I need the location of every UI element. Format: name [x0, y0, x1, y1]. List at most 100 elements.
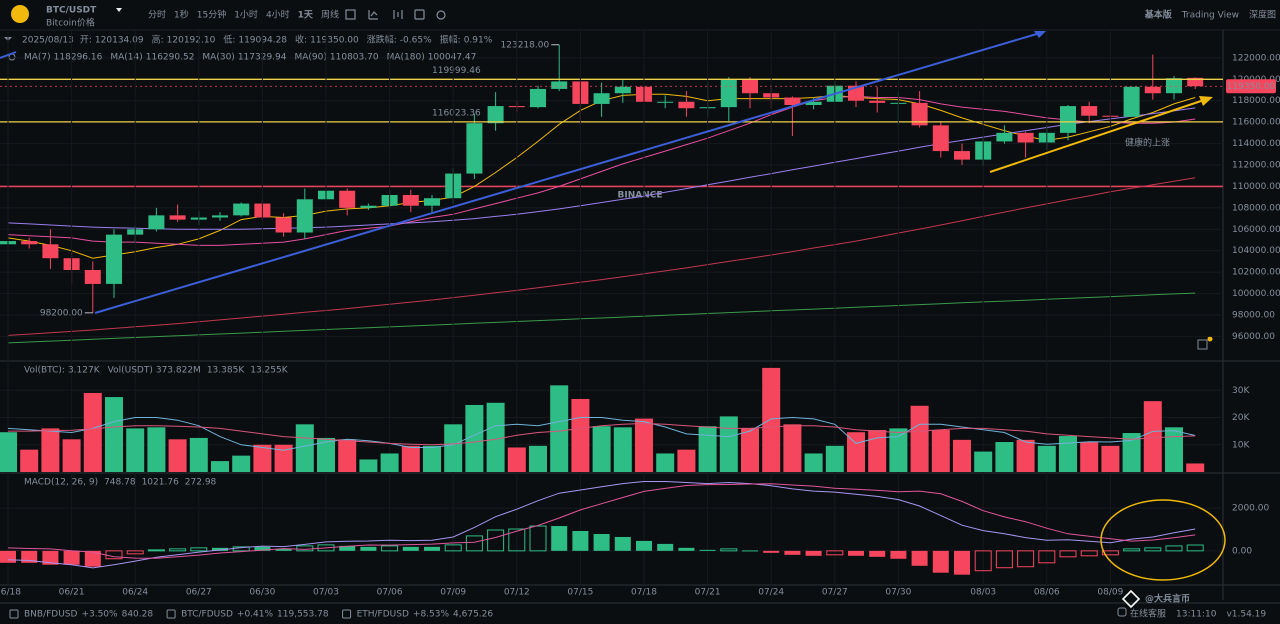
candle-body — [551, 81, 568, 89]
macd-bar — [1059, 550, 1077, 558]
legend-name: MA(180) — [387, 53, 425, 63]
interval-button[interactable]: 周线 — [321, 9, 339, 21]
volume-bar — [126, 428, 145, 472]
candle-body — [996, 132, 1013, 142]
info-value: 120192.10 — [167, 36, 216, 46]
x-tick-label: 07/12 — [504, 588, 530, 598]
legend-value: 373.822M — [156, 366, 201, 376]
macd-bar — [508, 528, 526, 552]
icon-layout[interactable] — [414, 9, 425, 20]
ticker-symbol: BNB/FDUSD — [24, 610, 78, 620]
view-tab[interactable]: Trading View — [1181, 11, 1239, 21]
macd-bar — [551, 526, 568, 551]
macd-bar — [678, 547, 695, 551]
candle-body — [212, 215, 228, 218]
arrow-head — [1034, 31, 1046, 38]
info-label: 低: — [223, 34, 235, 46]
legend-value: 3.127K — [68, 366, 101, 376]
icon-settings[interactable] — [436, 10, 446, 20]
y-tick-label: 100000.00 — [1232, 289, 1280, 299]
macd-bar — [763, 550, 780, 553]
macd-bar — [869, 550, 886, 557]
macd-bar — [487, 529, 505, 552]
macd-bar — [614, 536, 631, 551]
info-value: 119350.00 — [310, 36, 359, 46]
legend-name: MACD(12, 26, 9) — [24, 478, 98, 488]
ticker-symbol: BTC/FDUSD — [181, 610, 233, 620]
candle-body — [1166, 78, 1182, 94]
view-tab[interactable]: 深度图 — [1249, 9, 1276, 21]
icon-camera[interactable] — [1197, 339, 1208, 350]
volume-bar — [274, 444, 293, 472]
legend-value: 748.78 — [104, 478, 136, 488]
volume-bar — [83, 392, 102, 472]
info-value: 120134.09 — [95, 36, 144, 46]
author-watermark: @大兵言币 — [1145, 593, 1190, 605]
x-tick-label: 08/09 — [1097, 588, 1123, 598]
volume-bar — [486, 402, 505, 472]
y-tick-label: 2000.00 — [1232, 504, 1269, 514]
interval-button[interactable]: 分时 — [148, 9, 166, 21]
high-label: 123218.00 — [501, 40, 550, 50]
price-level-label: 119999.46 — [432, 66, 481, 76]
volume-bar — [105, 397, 123, 472]
toolbar-icons — [345, 9, 446, 20]
legend-value: 100047.47 — [428, 53, 477, 63]
candle-body — [614, 86, 631, 94]
y-tick-label: 116000.00 — [1232, 118, 1280, 128]
y-tick-label: 10K — [1232, 440, 1250, 450]
macd-bar — [0, 550, 16, 563]
volume-bar — [1059, 436, 1077, 472]
volume-bar — [910, 405, 929, 472]
last-price-tag — [1226, 79, 1276, 94]
macd-bar — [169, 548, 187, 552]
drawings — [0, 31, 1226, 581]
dot — [1207, 336, 1213, 342]
icon-candle[interactable] — [393, 10, 403, 19]
icon-service[interactable] — [1117, 607, 1127, 617]
interval-button[interactable]: 1天 — [298, 10, 314, 21]
candle-body — [1144, 86, 1161, 94]
macd-bar — [784, 550, 801, 555]
y-tick-label: 0.00 — [1232, 546, 1252, 556]
last-price-label: 119350.00 — [1227, 82, 1276, 92]
candle-body — [296, 199, 313, 233]
volume-bar — [656, 453, 675, 472]
x-tick-label: 06/30 — [249, 588, 275, 598]
volume-bar — [550, 385, 569, 472]
icon-indicator[interactable] — [345, 9, 356, 20]
macd-bar — [974, 550, 992, 572]
candle-body — [932, 125, 949, 152]
candle-body — [402, 195, 419, 206]
candle-body — [657, 101, 674, 103]
interval-button[interactable]: 15分钟 — [197, 9, 226, 21]
icon-draw[interactable] — [368, 10, 378, 20]
legend-value: 13.385K — [207, 366, 245, 376]
macd-bar — [572, 530, 589, 551]
interval-button[interactable]: 1小时 — [234, 9, 258, 21]
view-tab[interactable]: 基本版 — [1144, 9, 1172, 21]
interval-button[interactable]: 4小时 — [266, 9, 290, 21]
x-tick-label: 08/06 — [1034, 588, 1060, 598]
info-value: -0.65% — [400, 36, 432, 46]
macd-bar — [1017, 550, 1035, 568]
y-tick-label: 20K — [1232, 413, 1250, 423]
interval-button[interactable]: 1秒 — [174, 9, 189, 21]
ma-line — [7, 95, 1196, 246]
low-label: 98200.00 — [40, 308, 83, 318]
volume-bar — [423, 445, 441, 472]
ticker-change: +3.50% — [81, 610, 118, 620]
legend-name: Vol(BTC): — [24, 366, 65, 376]
ma-line — [7, 292, 1196, 344]
dropdown-arrow[interactable] — [116, 8, 122, 12]
volume-bar — [698, 426, 717, 472]
volume-bar — [359, 459, 378, 472]
x-tick-label: 07/15 — [567, 588, 593, 598]
trend-line — [94, 32, 1041, 314]
macd-bar — [212, 547, 228, 551]
volume-bar — [635, 418, 653, 472]
macd-bar — [1165, 545, 1183, 552]
ticker-price: 840.28 — [122, 610, 154, 620]
candle-body — [169, 215, 186, 220]
